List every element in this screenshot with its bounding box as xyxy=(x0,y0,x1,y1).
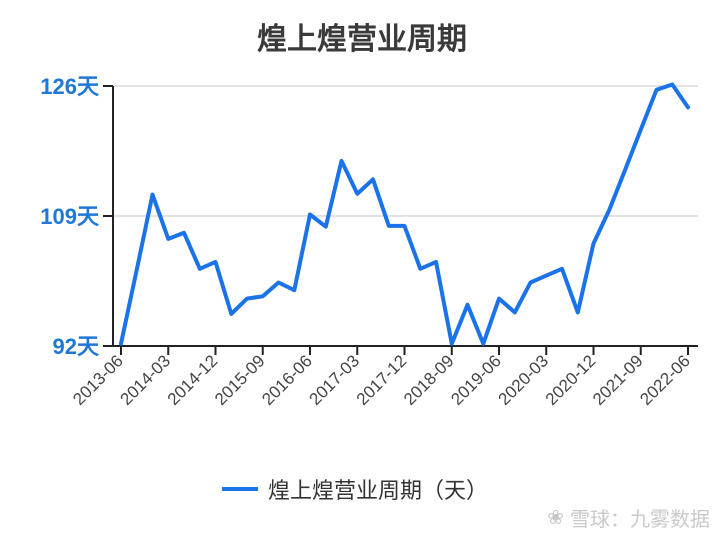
legend: 煌上煌营业周期（天） xyxy=(222,474,488,504)
x-tick-label: 2016-06 xyxy=(258,351,316,409)
y-tick-label: 92天 xyxy=(53,334,100,359)
x-tick-label: 2015-09 xyxy=(211,351,269,409)
watermark: ❀ 雪球：九雾数据 xyxy=(547,503,710,532)
snowball-logo-icon: ❀ xyxy=(547,507,564,529)
y-tick-label: 126天 xyxy=(40,74,100,99)
y-tick-label: 109天 xyxy=(40,204,100,229)
x-tick-label: 2020-03 xyxy=(495,351,553,409)
x-tick-label: 2020-12 xyxy=(542,351,600,409)
x-tick-label: 2021-09 xyxy=(589,351,647,409)
x-tick-label: 2017-03 xyxy=(306,351,364,409)
x-tick-label: 2017-12 xyxy=(353,351,411,409)
axes xyxy=(103,85,698,355)
x-tick-label: 2022-06 xyxy=(636,351,694,409)
series-line xyxy=(119,82,690,346)
x-tick-label: 2014-03 xyxy=(117,351,175,409)
legend-label: 煌上煌营业周期（天） xyxy=(268,478,489,503)
series-lines xyxy=(119,82,690,346)
x-tick-label: 2019-06 xyxy=(447,351,505,409)
x-tick-label: 2018-09 xyxy=(400,351,458,409)
x-tick-label: 2013-06 xyxy=(69,351,127,409)
x-tick-labels: 2013-062014-032014-122015-092016-062017-… xyxy=(69,351,694,409)
y-tick-labels: 92天 109天 126天 xyxy=(40,74,100,359)
chart-title: 煌上煌营业周期 xyxy=(257,23,467,56)
watermark-text: 雪球：九雾数据 xyxy=(570,509,710,531)
gridlines xyxy=(113,85,698,217)
x-tick-label: 2014-12 xyxy=(164,351,222,409)
legend-swatch xyxy=(222,487,258,491)
